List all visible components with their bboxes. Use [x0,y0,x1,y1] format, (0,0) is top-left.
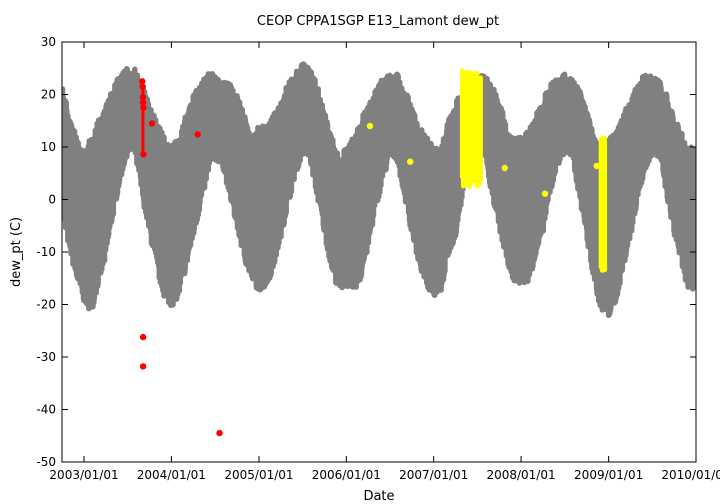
flag-yellow-point [541,190,549,197]
flag-yellow-point [366,122,374,130]
flag-red-point [139,93,147,101]
x-tick-label: 2010/01/01 [661,468,720,482]
y-tick-label: -40 [36,403,56,417]
chart-title: CEOP CPPA1SGP E13_Lamont dew_pt [257,14,499,29]
y-tick-label: 20 [41,88,56,102]
flag-red-point [140,104,147,111]
flag-red-point [139,83,146,90]
y-tick-label: 0 [48,193,56,207]
y-tick-label: -20 [36,298,56,312]
flag-red-point [139,99,147,106]
flag-yellow-point [501,164,508,172]
flag-red-point [194,131,201,138]
x-tick-label: 2003/01/01 [49,468,118,482]
x-tick-label: 2008/01/01 [486,468,555,482]
y-tick-label: 30 [41,35,56,49]
flag-red-point [148,120,156,127]
flag-red-point [216,429,223,437]
flag-red-point [140,151,147,158]
data-points [62,61,696,437]
x-tick-label: 2006/01/01 [312,468,381,482]
y-tick-label: -10 [36,245,56,259]
flag-yellow-point [407,158,414,165]
y-axis-label: dew_pt (C) [9,217,24,287]
y-tick-label: 10 [41,140,56,154]
flag-yellow-point [593,162,600,170]
flag-red-point [139,78,146,85]
x-tick-label: 2005/01/01 [224,468,293,482]
plot-area [62,61,696,437]
y-tick-label: -50 [36,455,56,469]
y-axis: 30 20 10 0 -10 -20 -30 -40 -50 [36,35,696,469]
x-tick-label: 2004/01/01 [137,468,206,482]
x-tick-label: 2009/01/01 [574,468,643,482]
x-axis: 2003/01/01 2004/01/01 2005/01/01 2006/01/01… [49,42,720,482]
y-tick-label: -30 [36,350,56,364]
flag-red-point [139,363,147,370]
flag-red-point [139,333,147,341]
x-axis-label: Date [363,489,394,504]
x-tick-label: 2007/01/01 [399,468,468,482]
